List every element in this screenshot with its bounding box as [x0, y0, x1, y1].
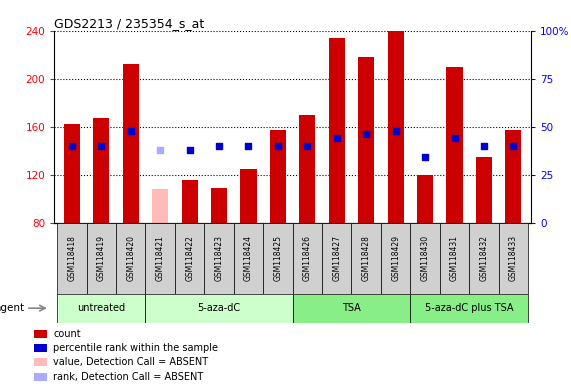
Bar [270, 130, 286, 223]
Text: GDS2213 / 235354_s_at: GDS2213 / 235354_s_at [54, 17, 204, 30]
Bar [57, 223, 87, 294]
Bar [123, 64, 139, 223]
Text: GSM118426: GSM118426 [303, 235, 312, 281]
Text: untreated: untreated [77, 303, 126, 313]
Point [332, 135, 341, 141]
Point [303, 143, 312, 149]
Bar [64, 124, 80, 223]
Text: GSM118432: GSM118432 [480, 235, 488, 281]
Bar [352, 223, 381, 294]
Bar [381, 223, 411, 294]
Text: GSM118425: GSM118425 [274, 235, 283, 281]
Bar [87, 223, 116, 294]
Text: GSM118419: GSM118419 [97, 235, 106, 281]
Bar [152, 189, 168, 223]
Point [361, 131, 371, 137]
Text: percentile rank within the sample: percentile rank within the sample [53, 343, 218, 353]
Text: GSM118424: GSM118424 [244, 235, 253, 281]
Text: rank, Detection Call = ABSENT: rank, Detection Call = ABSENT [53, 372, 203, 382]
Bar [93, 118, 110, 223]
Bar [263, 223, 292, 294]
Bar [34, 373, 47, 381]
Text: GSM118429: GSM118429 [391, 235, 400, 281]
Bar [388, 31, 404, 223]
Text: 5-aza-dC: 5-aza-dC [198, 303, 240, 313]
Point [420, 154, 429, 161]
Bar [299, 115, 315, 223]
Bar [417, 175, 433, 223]
Text: agent: agent [0, 303, 25, 313]
Text: GSM118427: GSM118427 [332, 235, 341, 281]
Bar [322, 223, 352, 294]
Bar [329, 38, 345, 223]
Text: GSM118433: GSM118433 [509, 235, 518, 281]
Bar [440, 223, 469, 294]
Bar [57, 294, 146, 323]
Point [215, 143, 224, 149]
Bar [447, 67, 463, 223]
Bar [469, 223, 498, 294]
Point [185, 147, 194, 153]
Point [126, 127, 135, 134]
Bar [234, 223, 263, 294]
Text: GSM118428: GSM118428 [361, 235, 371, 281]
Point [450, 135, 459, 141]
Bar [175, 223, 204, 294]
Text: 5-aza-dC plus TSA: 5-aza-dC plus TSA [425, 303, 513, 313]
Text: GSM118421: GSM118421 [156, 235, 164, 281]
Point [67, 143, 77, 149]
Bar [411, 294, 528, 323]
Bar [498, 223, 528, 294]
Text: GSM118422: GSM118422 [185, 235, 194, 281]
Text: GSM118423: GSM118423 [215, 235, 224, 281]
Bar [34, 329, 47, 338]
Text: GSM118431: GSM118431 [450, 235, 459, 281]
Point [244, 143, 253, 149]
Text: count: count [53, 329, 81, 339]
Bar [476, 157, 492, 223]
Text: value, Detection Call = ABSENT: value, Detection Call = ABSENT [53, 358, 208, 367]
Point [509, 143, 518, 149]
Bar [204, 223, 234, 294]
Text: TSA: TSA [342, 303, 361, 313]
Bar [211, 188, 227, 223]
Point [156, 147, 165, 153]
Point [96, 143, 106, 149]
Text: GSM118430: GSM118430 [421, 235, 429, 281]
Bar [146, 294, 292, 323]
Bar [240, 169, 256, 223]
Bar [358, 57, 375, 223]
Text: GSM118420: GSM118420 [126, 235, 135, 281]
Bar [146, 223, 175, 294]
Bar [34, 358, 47, 366]
Point [480, 143, 489, 149]
Bar [292, 294, 411, 323]
Bar [182, 180, 198, 223]
Point [391, 127, 400, 134]
Text: GSM118418: GSM118418 [67, 235, 77, 281]
Bar [34, 344, 47, 352]
Point [274, 143, 283, 149]
Bar [292, 223, 322, 294]
Bar [505, 130, 521, 223]
Bar [411, 223, 440, 294]
Bar [116, 223, 146, 294]
